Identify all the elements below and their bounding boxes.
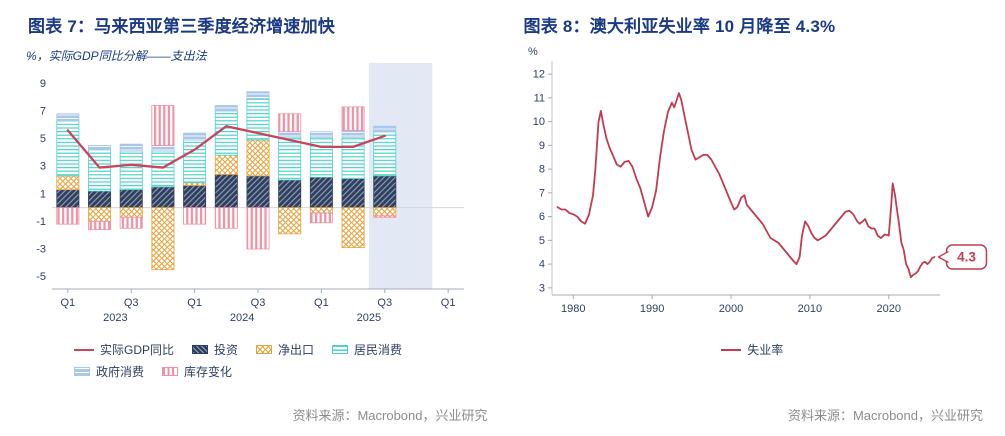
svg-text:-1: -1 xyxy=(36,216,46,228)
panel-chart-8: 图表 8：澳大利亚失业率 10 月降至 4.3% 3 4 5 6 7 8 9 10 11 12 19… xyxy=(512,8,994,430)
chart8-legend: 失业率 xyxy=(512,341,994,358)
svg-text:9: 9 xyxy=(40,78,46,90)
legend-row: 实际GDP同比 投资 净出口 居民消费 xyxy=(74,341,498,358)
svg-text:2025: 2025 xyxy=(357,312,381,324)
svg-text:2023: 2023 xyxy=(103,312,127,324)
svg-text:Q1: Q1 xyxy=(314,297,329,309)
svg-text:2020: 2020 xyxy=(876,303,900,315)
panel-chart-7: 图表 7：马来西亚第三季度经济增速加快 Q1 Q3 Q1 Q3 Q1 Q3 Q1 2023 20… xyxy=(16,8,498,430)
legend-label: 实际GDP同比 xyxy=(100,343,175,357)
legend-item-government: 政府消费 xyxy=(74,363,144,380)
svg-text:4.3: 4.3 xyxy=(957,250,976,265)
svg-text:1980: 1980 xyxy=(561,303,585,315)
svg-text:4: 4 xyxy=(538,259,544,271)
legend-label: 失业率 xyxy=(747,343,784,357)
svg-text:7: 7 xyxy=(538,187,544,199)
svg-text:Q3: Q3 xyxy=(377,297,392,309)
legend-item-unemployment_line: 失业率 xyxy=(721,341,783,358)
svg-text:Q1: Q1 xyxy=(187,297,202,309)
legend-label: 净出口 xyxy=(278,343,315,357)
legend-label: 投资 xyxy=(214,343,239,357)
government-swatch-icon xyxy=(74,367,90,376)
legend-item-household: 居民消费 xyxy=(332,341,402,358)
svg-text:3: 3 xyxy=(40,161,46,173)
svg-text:Q1: Q1 xyxy=(61,297,76,309)
svg-text:Q3: Q3 xyxy=(124,297,139,309)
inventories-swatch-icon xyxy=(162,367,179,376)
svg-text:-5: -5 xyxy=(36,271,46,283)
svg-text:7: 7 xyxy=(40,106,46,118)
legend-row: 政府消费 库存变化 xyxy=(74,363,498,380)
svg-text:1990: 1990 xyxy=(639,303,663,315)
svg-text:9: 9 xyxy=(538,140,544,152)
legend-label: 政府消费 xyxy=(96,365,145,379)
svg-text:5: 5 xyxy=(40,133,46,145)
svg-text:Q3: Q3 xyxy=(251,297,266,309)
chart7-plot: Q1 Q3 Q1 Q3 Q1 Q3 Q1 2023 2024 2025 9 7 5 3 1 -1 -3 -5 %，实… xyxy=(26,49,464,324)
legend-item-investment: 投资 xyxy=(192,341,238,358)
investment-swatch-icon xyxy=(192,345,209,354)
legend-label: 库存变化 xyxy=(184,365,233,379)
chart7-source: 资料来源：Macrobond，兴业研究 xyxy=(292,408,488,423)
svg-text:8: 8 xyxy=(538,164,544,176)
legend-item-gdp_line: 实际GDP同比 xyxy=(74,341,174,358)
svg-text:Q1: Q1 xyxy=(441,297,456,309)
svg-text:2000: 2000 xyxy=(718,303,742,315)
legend-label: 居民消费 xyxy=(354,343,403,357)
legend-item-inventories: 库存变化 xyxy=(162,363,232,380)
legend-row: 失业率 xyxy=(512,341,994,358)
svg-text:%: % xyxy=(528,46,538,58)
svg-text:5: 5 xyxy=(538,235,544,247)
unemployment_line-swatch-icon xyxy=(721,348,742,351)
chart8-source: 资料来源：Macrobond，兴业研究 xyxy=(787,408,983,423)
svg-text:12: 12 xyxy=(532,69,544,81)
chart8-title: 图表 8：澳大利亚失业率 10 月降至 4.3% xyxy=(523,17,836,36)
net_exports-swatch-icon xyxy=(256,345,273,354)
svg-text:3: 3 xyxy=(538,282,544,294)
svg-text:10: 10 xyxy=(532,116,544,128)
svg-text:%，实际GDP同比分解——支出法: %，实际GDP同比分解——支出法 xyxy=(26,49,208,63)
svg-text:2010: 2010 xyxy=(797,303,821,315)
chart8-figure: 3 4 5 6 7 8 9 10 11 12 1980 1990 2000 2010 2020% 4.3 xyxy=(512,41,994,341)
legend-item-net_exports: 净出口 xyxy=(256,341,314,358)
chart7-title: 图表 7：马来西亚第三季度经济增速加快 xyxy=(28,17,335,36)
chart8-plot: 3 4 5 6 7 8 9 10 11 12 1980 1990 2000 2010 2020% 4.3 xyxy=(528,46,987,315)
svg-text:2024: 2024 xyxy=(230,312,254,324)
household-swatch-icon xyxy=(332,345,349,354)
svg-text:1: 1 xyxy=(40,188,46,200)
svg-text:-3: -3 xyxy=(36,243,46,255)
svg-text:11: 11 xyxy=(533,92,544,104)
svg-text:6: 6 xyxy=(538,211,544,223)
chart7-legend: 实际GDP同比 投资 净出口 居民消费政府消费 库存变化 xyxy=(74,341,498,380)
gdp_line-swatch-icon xyxy=(74,348,94,351)
chart7-figure: Q1 Q3 Q1 Q3 Q1 Q3 Q1 2023 2024 2025 9 7 5 3 1 -1 -3 -5 %，实… xyxy=(16,41,498,341)
